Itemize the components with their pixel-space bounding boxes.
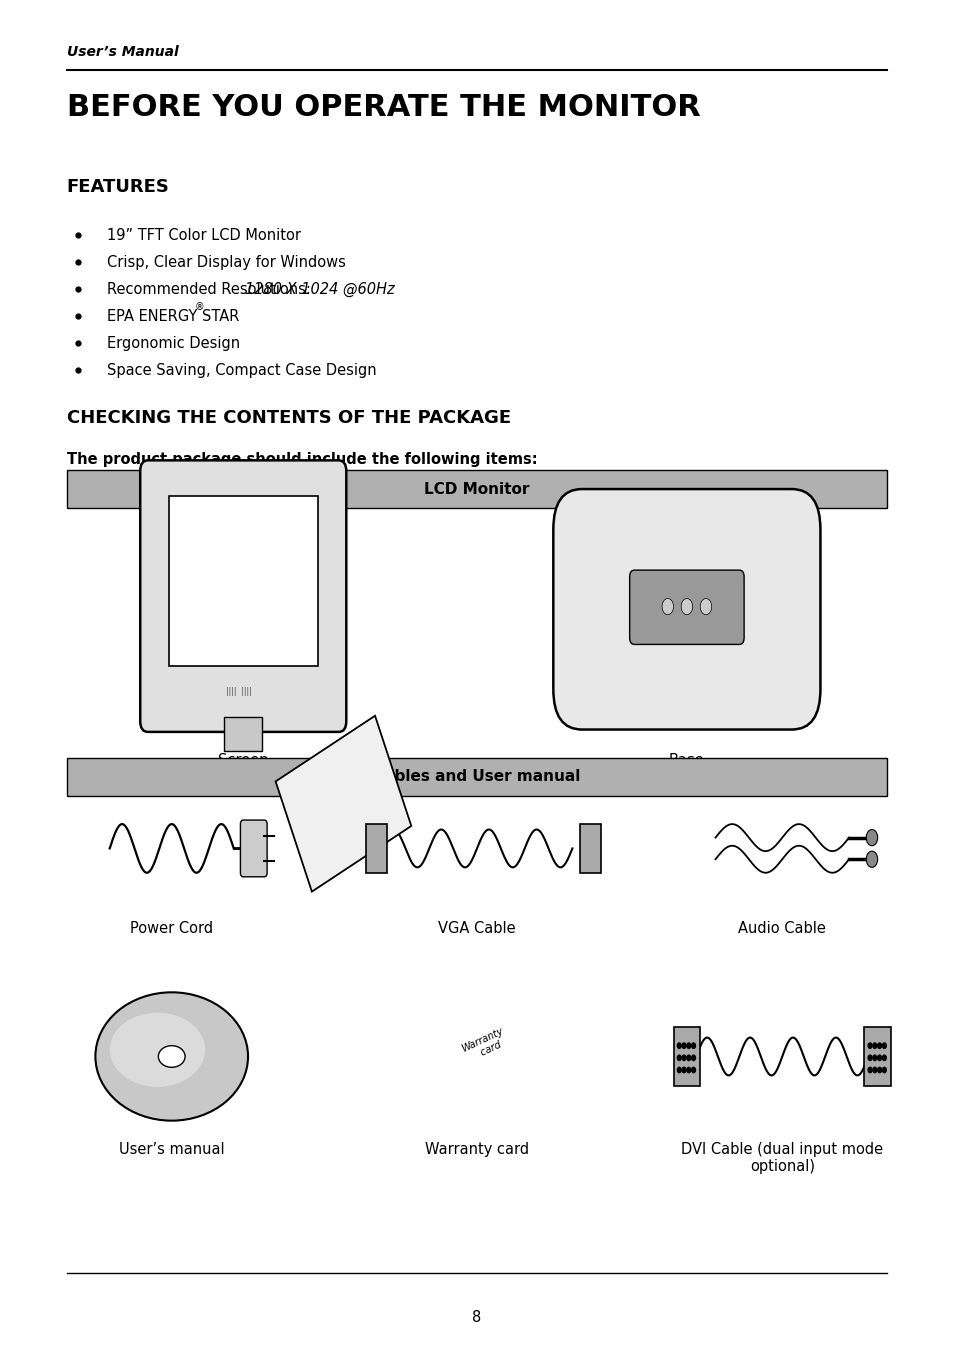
Text: User’s Manual: User’s Manual [67, 46, 178, 59]
Circle shape [865, 830, 877, 846]
Text: FEATURES: FEATURES [67, 178, 170, 196]
Circle shape [882, 1067, 885, 1073]
FancyBboxPatch shape [553, 489, 820, 730]
Text: 19” TFT Color LCD Monitor: 19” TFT Color LCD Monitor [107, 228, 300, 243]
Circle shape [686, 1055, 690, 1061]
Circle shape [877, 1043, 881, 1048]
Text: Warranty
   card: Warranty card [459, 1027, 509, 1065]
Circle shape [681, 1055, 685, 1061]
Text: VGA Cable: VGA Cable [437, 921, 516, 936]
Text: Audio Cable: Audio Cable [738, 921, 825, 936]
Circle shape [882, 1055, 885, 1061]
Text: ®: ® [194, 303, 204, 312]
FancyBboxPatch shape [673, 1027, 700, 1086]
Ellipse shape [110, 1013, 205, 1086]
FancyBboxPatch shape [67, 758, 886, 796]
Circle shape [867, 1043, 871, 1048]
Text: Base: Base [668, 753, 704, 767]
Text: Warranty card: Warranty card [424, 1142, 529, 1156]
Circle shape [677, 1067, 680, 1073]
Circle shape [686, 1067, 690, 1073]
Circle shape [691, 1055, 695, 1061]
Text: Cables and User manual: Cables and User manual [373, 769, 580, 785]
Circle shape [867, 1067, 871, 1073]
Circle shape [872, 1043, 876, 1048]
Text: Screen: Screen [218, 753, 268, 767]
FancyBboxPatch shape [169, 496, 317, 666]
Text: Recommended Resolutions:: Recommended Resolutions: [107, 282, 315, 297]
Text: Space Saving, Compact Case Design: Space Saving, Compact Case Design [107, 363, 376, 378]
FancyBboxPatch shape [240, 820, 267, 877]
Circle shape [677, 1043, 680, 1048]
Circle shape [865, 851, 877, 867]
Circle shape [872, 1067, 876, 1073]
Ellipse shape [158, 1046, 185, 1067]
Circle shape [872, 1055, 876, 1061]
FancyBboxPatch shape [140, 461, 346, 732]
Text: ||||  ||||: |||| |||| [226, 686, 251, 696]
Circle shape [882, 1043, 885, 1048]
Circle shape [677, 1055, 680, 1061]
Text: Power Cord: Power Cord [130, 921, 213, 936]
Text: BEFORE YOU OPERATE THE MONITOR: BEFORE YOU OPERATE THE MONITOR [67, 93, 700, 122]
FancyBboxPatch shape [863, 1027, 890, 1086]
Text: User’s manual: User’s manual [119, 1142, 224, 1156]
Circle shape [680, 598, 692, 615]
Circle shape [681, 1067, 685, 1073]
Text: 8: 8 [472, 1309, 481, 1325]
FancyBboxPatch shape [366, 824, 387, 873]
FancyBboxPatch shape [629, 570, 743, 644]
FancyBboxPatch shape [275, 716, 411, 892]
FancyBboxPatch shape [67, 470, 886, 508]
FancyBboxPatch shape [224, 717, 262, 751]
FancyBboxPatch shape [579, 824, 600, 873]
Text: Crisp, Clear Display for Windows: Crisp, Clear Display for Windows [107, 255, 345, 270]
Circle shape [877, 1055, 881, 1061]
Circle shape [686, 1043, 690, 1048]
Text: The product package should include the following items:: The product package should include the f… [67, 453, 537, 467]
Text: 1280 X 1024 @60Hz: 1280 X 1024 @60Hz [245, 282, 395, 297]
Text: CHECKING THE CONTENTS OF THE PACKAGE: CHECKING THE CONTENTS OF THE PACKAGE [67, 409, 511, 427]
Text: LCD Monitor: LCD Monitor [424, 481, 529, 497]
Text: EPA ENERGY STAR: EPA ENERGY STAR [107, 309, 239, 324]
Circle shape [661, 598, 673, 615]
Circle shape [691, 1043, 695, 1048]
Text: DVI Cable (dual input mode
optional): DVI Cable (dual input mode optional) [680, 1142, 882, 1174]
Circle shape [867, 1055, 871, 1061]
Circle shape [700, 598, 711, 615]
Circle shape [877, 1067, 881, 1073]
Text: Ergonomic Design: Ergonomic Design [107, 336, 240, 351]
Circle shape [691, 1067, 695, 1073]
Circle shape [681, 1043, 685, 1048]
Ellipse shape [95, 992, 248, 1121]
